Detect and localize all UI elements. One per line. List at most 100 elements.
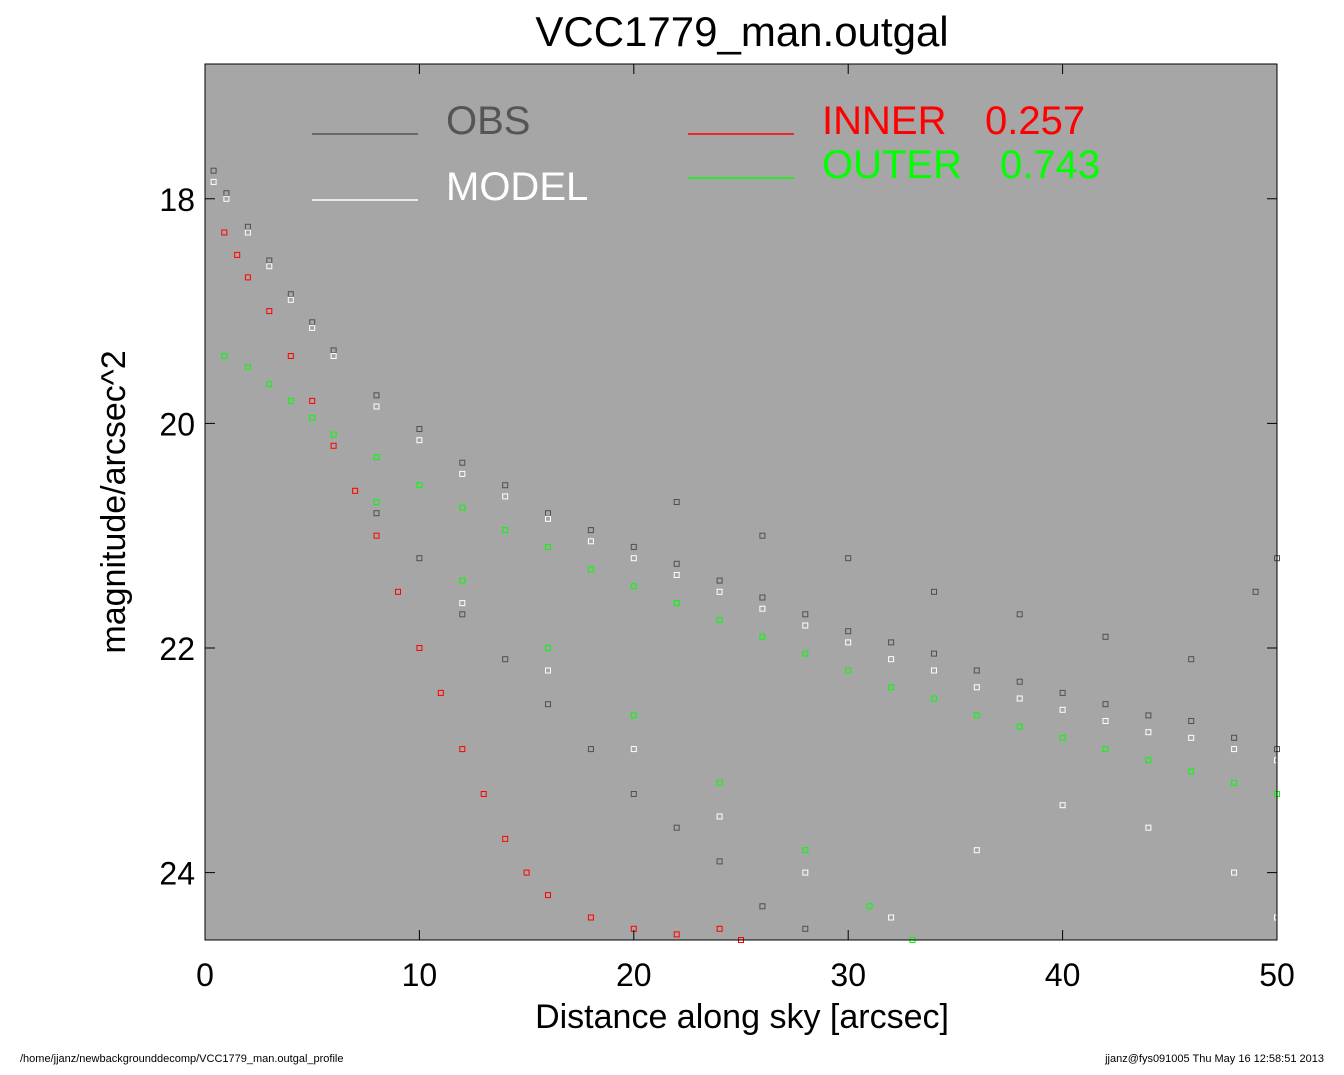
data-point-obs-34 bbox=[587, 746, 594, 753]
x-tick-label: 50 bbox=[1259, 957, 1295, 993]
data-point-outer-23 bbox=[1102, 746, 1109, 753]
data-point-outer-14 bbox=[716, 616, 723, 623]
data-point-obs-26 bbox=[1188, 718, 1195, 724]
data-point-obs-18 bbox=[845, 628, 852, 635]
data-point-model-29 bbox=[459, 600, 466, 607]
data-point-obs-16 bbox=[759, 594, 766, 601]
plot-frame bbox=[204, 63, 1278, 941]
data-point-obs-7 bbox=[373, 392, 380, 399]
data-point-inner-9 bbox=[395, 588, 401, 595]
data-point-obs-35 bbox=[630, 791, 637, 797]
data-point-obs-21 bbox=[973, 667, 980, 674]
data-point-inner-8 bbox=[373, 532, 380, 539]
data-point-outer-28 bbox=[373, 499, 380, 505]
y-tick-label: 24 bbox=[159, 856, 195, 892]
data-point-inner-1 bbox=[234, 251, 241, 258]
data-point-inner-3 bbox=[266, 308, 273, 315]
data-point-model-30 bbox=[545, 667, 551, 674]
data-point-outer-30 bbox=[545, 645, 551, 651]
data-point-outer-0 bbox=[221, 353, 228, 359]
data-point-model-16 bbox=[759, 605, 766, 612]
data-point-outer-16 bbox=[802, 650, 809, 657]
data-point-obs-44 bbox=[1016, 611, 1023, 618]
data-point-outer-12 bbox=[630, 583, 637, 590]
data-point-model-26 bbox=[1188, 734, 1195, 741]
data-point-outer-21 bbox=[1016, 723, 1023, 730]
data-point-obs-23 bbox=[1059, 689, 1066, 696]
data-point-inner-4 bbox=[287, 353, 294, 359]
data-point-inner-11 bbox=[437, 689, 444, 696]
data-point-outer-33 bbox=[802, 847, 809, 854]
x-axis-label: Distance along sky [arcsec] bbox=[535, 998, 949, 1036]
data-point-model-9 bbox=[459, 470, 466, 477]
data-point-outer-25 bbox=[1188, 768, 1195, 775]
y-tick-label: 20 bbox=[159, 406, 195, 442]
footer-file-path: /home/jjanz/newbackgrounddecomp/VCC1779_… bbox=[20, 1053, 343, 1065]
data-point-inner-16 bbox=[545, 892, 551, 899]
data-point-outer-18 bbox=[888, 684, 895, 691]
data-point-model-13 bbox=[630, 555, 637, 562]
data-point-model-36 bbox=[1059, 802, 1066, 809]
legend-label-model: MODEL bbox=[446, 165, 588, 209]
data-point-model-24 bbox=[1102, 718, 1109, 724]
data-point-inner-10 bbox=[416, 645, 423, 651]
data-point-inner-20 bbox=[716, 925, 723, 932]
data-point-outer-5 bbox=[330, 431, 337, 438]
data-point-obs-12 bbox=[587, 527, 594, 534]
data-point-inner-7 bbox=[352, 487, 359, 494]
y-tick-label: 18 bbox=[159, 182, 195, 218]
legend: OBS MODEL INNER 0.257 OUTER 0.743 bbox=[312, 99, 1100, 209]
data-point-obs-31 bbox=[459, 611, 466, 618]
data-point-outer-2 bbox=[266, 381, 273, 388]
data-point-inner-13 bbox=[480, 791, 487, 797]
data-point-obs-43 bbox=[931, 588, 937, 595]
data-point-model-23 bbox=[1059, 706, 1066, 713]
data-point-outer-24 bbox=[1145, 757, 1152, 764]
data-point-obs-11 bbox=[545, 510, 551, 517]
x-tick-label: 10 bbox=[402, 957, 438, 993]
legend-label-obs: OBS bbox=[446, 99, 530, 143]
data-point-obs-17 bbox=[802, 611, 809, 618]
data-point-model-2 bbox=[244, 229, 251, 236]
data-point-model-6 bbox=[330, 353, 337, 359]
data-point-model-1 bbox=[223, 195, 230, 202]
data-point-inner-2 bbox=[244, 274, 251, 281]
data-point-obs-42 bbox=[845, 555, 852, 562]
data-point-obs-46 bbox=[1188, 656, 1195, 663]
footer-user-timestamp: jjanz@fys091005 Thu May 16 12:58:51 2013 bbox=[1104, 1053, 1324, 1065]
data-point-model-31 bbox=[630, 746, 637, 753]
data-point-model-7 bbox=[373, 403, 380, 410]
data-point-obs-29 bbox=[373, 510, 380, 517]
data-point-outer-7 bbox=[416, 482, 423, 489]
plot-area bbox=[205, 64, 1277, 940]
data-point-obs-6 bbox=[330, 347, 337, 354]
legend-label-inner: INNER bbox=[822, 99, 946, 143]
data-point-model-14 bbox=[673, 572, 680, 578]
data-point-outer-1 bbox=[244, 364, 251, 371]
data-point-model-22 bbox=[1016, 695, 1023, 702]
data-point-model-19 bbox=[888, 656, 895, 663]
data-point-obs-47 bbox=[1252, 588, 1259, 595]
data-point-inner-17 bbox=[587, 914, 594, 921]
x-tick-label: 30 bbox=[830, 957, 866, 993]
data-point-outer-26 bbox=[1231, 779, 1238, 786]
data-point-obs-1 bbox=[223, 190, 230, 197]
data-point-outer-32 bbox=[716, 779, 723, 786]
data-point-outer-17 bbox=[845, 667, 852, 674]
data-point-outer-22 bbox=[1059, 734, 1066, 741]
x-tick-label: 20 bbox=[616, 957, 652, 993]
data-point-model-8 bbox=[416, 437, 423, 444]
data-point-obs-14 bbox=[673, 560, 680, 567]
data-point-obs-4 bbox=[287, 291, 294, 298]
y-axis-label: magnitude/arcsec^2 bbox=[95, 350, 133, 653]
data-point-model-15 bbox=[716, 588, 723, 595]
data-point-outer-4 bbox=[309, 414, 316, 421]
data-point-obs-30 bbox=[416, 555, 423, 562]
data-point-obs-40 bbox=[673, 499, 680, 505]
data-point-obs-45 bbox=[1102, 633, 1109, 640]
data-point-obs-19 bbox=[888, 639, 895, 646]
data-point-outer-34 bbox=[866, 903, 873, 910]
legend-value-inner: 0.257 bbox=[985, 99, 1085, 143]
data-point-obs-22 bbox=[1016, 678, 1023, 685]
